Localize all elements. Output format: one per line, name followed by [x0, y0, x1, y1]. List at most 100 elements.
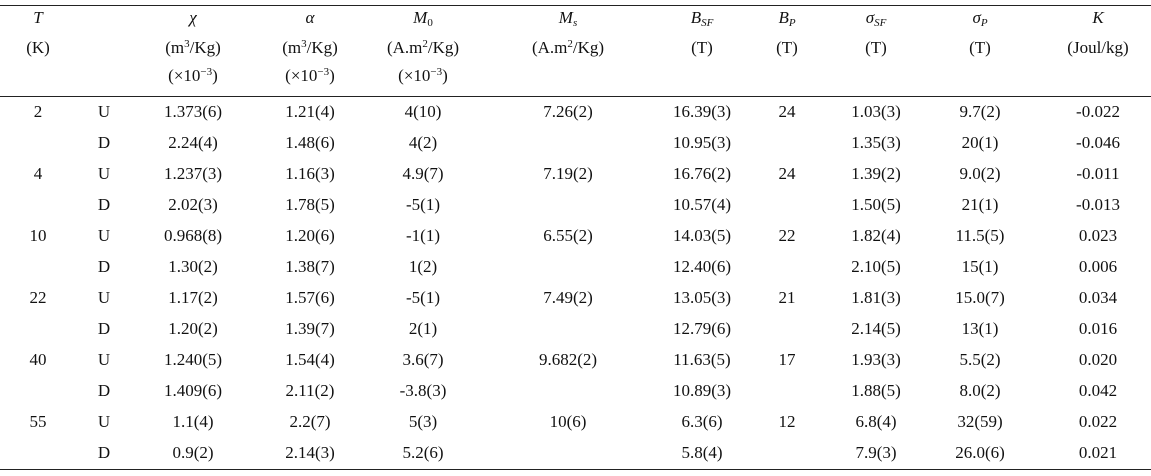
table-cell: 12.79(6) — [672, 319, 732, 338]
table-cell: 1.39(7) — [285, 319, 335, 338]
table-cell: 5.8(4) — [681, 443, 723, 462]
header-unit: (A.m2/Kg) — [386, 38, 460, 57]
header-unit: (A.m2/Kg) — [531, 38, 605, 57]
header-unit: (m3/Kg) — [165, 38, 221, 57]
table-cell: 4(2) — [408, 133, 438, 152]
table-cell: 0.023 — [1078, 226, 1118, 245]
table-cell: U — [97, 164, 111, 183]
table-cell: U — [97, 288, 111, 307]
table-cell: 1.373(6) — [163, 102, 223, 121]
table-cell: -0.022 — [1076, 102, 1120, 121]
header-symbol: K — [1092, 8, 1104, 27]
table-cell: 40 — [29, 350, 47, 369]
table-cell: -5(1) — [406, 288, 440, 307]
table-cell: -0.011 — [1076, 164, 1120, 183]
table-cell: 2.10(5) — [851, 257, 901, 276]
table-cell: 12 — [778, 412, 796, 431]
table-cell: 7.19(2) — [543, 164, 593, 183]
table-cell: 11.63(5) — [673, 350, 731, 369]
table-cell: 17 — [778, 350, 796, 369]
table-cell: 1.1(4) — [172, 412, 214, 431]
header-unit: (K) — [26, 38, 50, 57]
table-cell: 16.39(3) — [672, 102, 732, 121]
table-cell: 0.022 — [1078, 412, 1118, 431]
table-cell: 1.20(2) — [168, 319, 218, 338]
table-cell: 1.82(4) — [851, 226, 901, 245]
header-symbol: BP — [778, 8, 796, 29]
table-cell: 1.38(7) — [285, 257, 335, 276]
table-cell: 9.0(2) — [959, 164, 1001, 183]
table-cell: 7.26(2) — [543, 102, 593, 121]
table-cell: 24 — [778, 102, 796, 121]
table-cell: 1.48(6) — [285, 133, 335, 152]
table-cell: U — [97, 102, 111, 121]
table-cell: 21 — [778, 288, 796, 307]
header-symbol: α — [305, 8, 315, 27]
table-cell: 5(3) — [408, 412, 438, 431]
header-symbol: T — [33, 8, 43, 27]
table-cell: 1.57(6) — [285, 288, 335, 307]
table-cell: 6.55(2) — [543, 226, 593, 245]
table-cell: 1.16(3) — [285, 164, 335, 183]
table-cell: 1.54(4) — [285, 350, 335, 369]
table-cell: 11.5(5) — [955, 226, 1005, 245]
table-cell: 1.93(3) — [851, 350, 901, 369]
table-cell: 0.034 — [1078, 288, 1118, 307]
table-cell: 0.021 — [1078, 443, 1118, 462]
header-scale: (×10−3) — [168, 66, 218, 85]
table-cell: D — [97, 257, 111, 276]
header-unit: (m3/Kg) — [282, 38, 338, 57]
table-cell: 6.3(6) — [681, 412, 723, 431]
header-symbol: σSF — [865, 8, 887, 29]
table-cell: 1(2) — [408, 257, 438, 276]
table-cell: 24 — [778, 164, 796, 183]
table-cell: 0.9(2) — [172, 443, 214, 462]
table-cell: U — [97, 226, 111, 245]
table-cell: 13.05(3) — [672, 288, 732, 307]
table-cell: 8.0(2) — [959, 381, 1001, 400]
table-cell: -5(1) — [406, 195, 440, 214]
table-cell: 12.40(6) — [672, 257, 732, 276]
top-rule — [0, 5, 1151, 7]
table-cell: 1.50(5) — [851, 195, 901, 214]
table-cell: D — [97, 195, 111, 214]
table-cell: U — [97, 412, 111, 431]
header-symbol: Ms — [558, 8, 578, 29]
table-cell: 1.21(4) — [285, 102, 335, 121]
table-cell: 14.03(5) — [672, 226, 732, 245]
table-cell: 5.2(6) — [402, 443, 444, 462]
table-cell: 22 — [29, 288, 47, 307]
table-cell: 2 — [33, 102, 43, 121]
header-symbol: BSF — [690, 8, 714, 29]
table-cell: 26.0(6) — [955, 443, 1005, 462]
table-cell: 1.78(5) — [285, 195, 335, 214]
table-cell: 16.76(2) — [672, 164, 732, 183]
table-cell: 32(59) — [957, 412, 1003, 431]
table-cell: 2.24(4) — [168, 133, 218, 152]
table-cell: 9.7(2) — [959, 102, 1001, 121]
table-cell: 7.9(3) — [855, 443, 897, 462]
header-unit: (T) — [691, 38, 713, 57]
table-cell: 4 — [33, 164, 43, 183]
table-cell: 10.95(3) — [672, 133, 732, 152]
table-cell: -0.013 — [1076, 195, 1120, 214]
table-cell: -0.046 — [1076, 133, 1120, 152]
table-cell: 2.2(7) — [289, 412, 331, 431]
header-unit: (Joul/kg) — [1067, 38, 1129, 57]
table-cell: 13(1) — [961, 319, 999, 338]
table-cell: D — [97, 133, 111, 152]
table-cell: 1.88(5) — [851, 381, 901, 400]
header-symbol: M0 — [413, 8, 433, 29]
table-cell: 15.0(7) — [955, 288, 1005, 307]
header-rule — [0, 96, 1151, 98]
table-cell: D — [97, 381, 111, 400]
table-cell: 21(1) — [961, 195, 999, 214]
header-unit: (T) — [776, 38, 798, 57]
table-cell: 15(1) — [961, 257, 999, 276]
table-cell: 6.8(4) — [855, 412, 897, 431]
table-cell: 22 — [778, 226, 796, 245]
table-cell: D — [97, 319, 111, 338]
bottom-rule — [0, 469, 1151, 471]
table-cell: 0.006 — [1078, 257, 1118, 276]
